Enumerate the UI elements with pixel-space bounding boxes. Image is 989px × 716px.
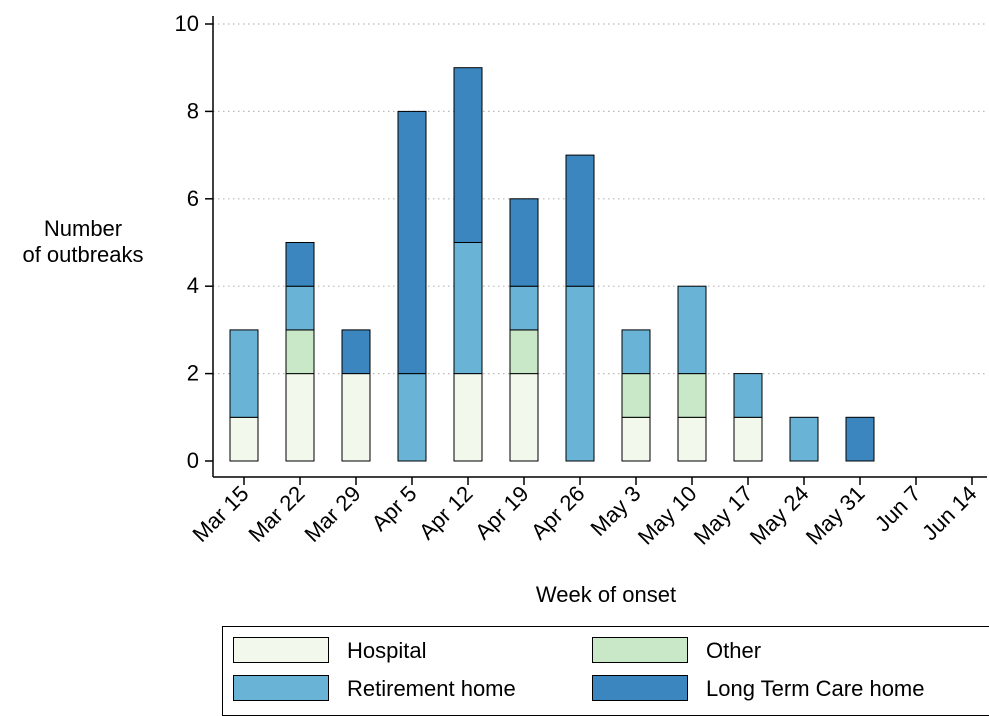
x-tick-label: Mar 29 xyxy=(299,481,365,547)
bar-segment-retirement-home xyxy=(229,329,259,418)
bar-segment-retirement-home xyxy=(397,373,427,462)
bar-segment-long-term-care-home xyxy=(341,329,371,375)
y-tick-label: 4 xyxy=(187,273,199,298)
legend-swatch-hospital xyxy=(233,637,329,663)
legend-swatch-other xyxy=(592,637,688,663)
y-axis-label-line-2: of outbreaks xyxy=(22,242,144,267)
y-tick-label: 0 xyxy=(187,448,199,473)
x-tick-label: Mar 15 xyxy=(187,481,253,547)
legend-label-other: Other xyxy=(706,638,762,663)
x-tick-label: May 17 xyxy=(689,481,758,550)
legend-swatch-retirement-home xyxy=(233,675,329,701)
legend-label-hospital: Hospital xyxy=(347,638,427,663)
x-tick-label: Apr 12 xyxy=(414,481,478,545)
x-tick-label: May 10 xyxy=(633,481,702,550)
legend-label-retirement-home: Retirement home xyxy=(347,676,516,701)
y-axis-label-line-1: Number xyxy=(43,216,123,241)
bar-segment-other xyxy=(509,329,539,375)
bar-segment-hospital xyxy=(285,373,315,462)
legend-swatch-long-term-care-home xyxy=(592,675,688,701)
bar-segment-long-term-care-home xyxy=(285,242,315,287)
y-tick-label: 6 xyxy=(187,186,199,211)
y-axis-label: Number of outbreaks xyxy=(0,216,166,268)
bar-segment-retirement-home xyxy=(621,329,651,375)
bars xyxy=(229,67,875,462)
x-axis-label: Week of onset xyxy=(535,582,677,607)
x-tick-label: Apr 19 xyxy=(470,481,534,545)
x-tick-label: Jun 14 xyxy=(917,481,981,545)
bar-segment-retirement-home xyxy=(733,373,763,418)
bar-segment-hospital xyxy=(621,416,651,462)
x-tick-label: Mar 22 xyxy=(243,481,309,547)
bar-segment-hospital xyxy=(453,373,483,462)
y-tick-label: 8 xyxy=(187,98,199,123)
x-tick-label: Apr 5 xyxy=(367,481,422,536)
bar-segment-hospital xyxy=(341,373,371,462)
bar-segment-retirement-home xyxy=(565,285,595,462)
bar-segment-long-term-care-home xyxy=(565,154,595,287)
y-tick-label: 2 xyxy=(187,361,199,386)
x-tick-label: May 31 xyxy=(801,481,870,550)
bar-segment-long-term-care-home xyxy=(509,198,539,287)
bar-segment-retirement-home xyxy=(789,416,819,462)
bar-segment-long-term-care-home xyxy=(453,67,483,243)
bar-segment-long-term-care-home xyxy=(845,416,875,462)
bar-segment-other xyxy=(677,373,707,418)
bar-segment-hospital xyxy=(509,373,539,462)
bar-segment-hospital xyxy=(677,416,707,462)
bar-segment-hospital xyxy=(229,416,259,462)
y-tick-label: 10 xyxy=(175,11,199,36)
legend: Hospital Other Retirement home Long Term… xyxy=(222,626,989,716)
bar-segment-retirement-home xyxy=(453,242,483,375)
bar-segment-retirement-home xyxy=(677,285,707,375)
bar-segment-retirement-home xyxy=(509,285,539,331)
gridlines xyxy=(213,23,987,375)
legend-label-long-term-care-home: Long Term Care home xyxy=(706,676,925,701)
bar-segment-long-term-care-home xyxy=(397,110,427,375)
x-tick-label: Apr 26 xyxy=(526,481,590,545)
bar-segment-retirement-home xyxy=(285,285,315,331)
bar-segment-other xyxy=(621,373,651,418)
x-tick-label: May 24 xyxy=(745,481,814,550)
bar-segment-hospital xyxy=(733,416,763,462)
bar-segment-other xyxy=(285,329,315,375)
